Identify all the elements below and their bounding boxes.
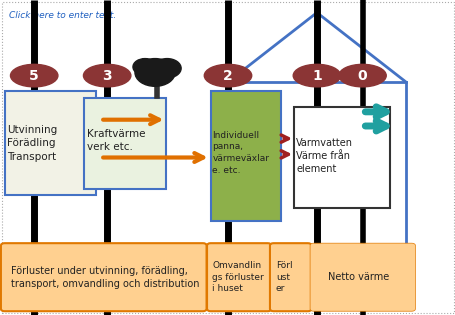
Ellipse shape	[83, 64, 131, 87]
Ellipse shape	[10, 64, 58, 87]
Ellipse shape	[338, 64, 385, 87]
Circle shape	[153, 59, 181, 78]
Text: Förluster under utvinning, förädling,
transport, omvandling och distribution: Förluster under utvinning, förädling, tr…	[11, 266, 199, 289]
Text: Individuell
panna,
värmeväxlar
e. etc.: Individuell panna, värmeväxlar e. etc.	[212, 131, 269, 175]
Text: Förl
ust
er: Förl ust er	[275, 261, 292, 293]
Text: Varmvatten
Värme från
element: Varmvatten Värme från element	[296, 138, 353, 174]
Ellipse shape	[204, 64, 251, 87]
Text: Kraftvärme
verk etc.: Kraftvärme verk etc.	[86, 129, 145, 152]
Text: Netto värme: Netto värme	[328, 272, 389, 282]
Text: Omvandlin
gs förluster
i huset: Omvandlin gs förluster i huset	[212, 261, 263, 293]
FancyBboxPatch shape	[309, 243, 415, 311]
FancyBboxPatch shape	[1, 243, 206, 311]
FancyBboxPatch shape	[5, 91, 96, 195]
Text: 5: 5	[29, 69, 39, 83]
FancyBboxPatch shape	[269, 243, 311, 311]
FancyBboxPatch shape	[207, 243, 271, 311]
FancyBboxPatch shape	[293, 107, 389, 208]
Ellipse shape	[293, 64, 340, 87]
FancyBboxPatch shape	[210, 91, 281, 220]
Text: Utvinning
Förädling
Transport: Utvinning Förädling Transport	[7, 125, 57, 162]
FancyBboxPatch shape	[84, 98, 166, 189]
Circle shape	[133, 59, 157, 75]
Text: Click here to enter text.: Click here to enter text.	[9, 11, 116, 20]
Text: 0: 0	[357, 69, 367, 83]
Text: 2: 2	[222, 69, 233, 83]
Text: 1: 1	[311, 69, 321, 83]
Circle shape	[135, 59, 175, 86]
Text: 3: 3	[102, 69, 112, 83]
